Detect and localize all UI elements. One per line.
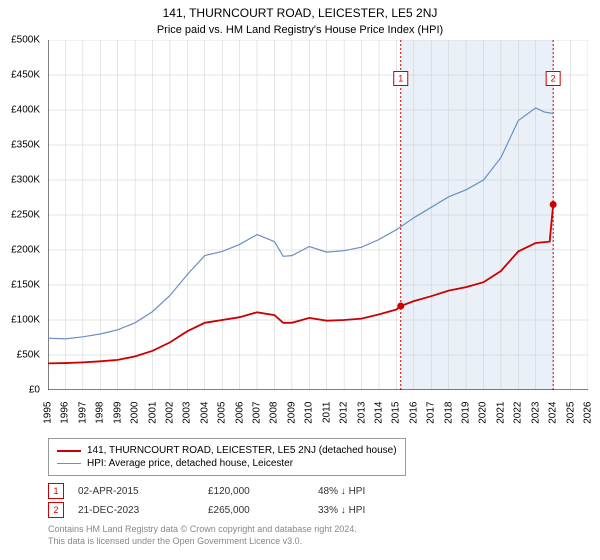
y-tick-label: £150K — [11, 280, 40, 291]
svg-text:1: 1 — [398, 74, 403, 84]
legend: 141, THURNCOURT ROAD, LEICESTER, LE5 2NJ… — [48, 438, 406, 476]
x-tick-label: 2011 — [321, 402, 332, 424]
x-tick-label: 2026 — [583, 402, 594, 424]
x-tick-label: 2000 — [130, 402, 141, 424]
sale-price: £265,000 — [208, 505, 318, 516]
footer-line-2: This data is licensed under the Open Gov… — [48, 536, 357, 548]
x-tick-label: 1999 — [112, 402, 123, 424]
legend-label: 141, THURNCOURT ROAD, LEICESTER, LE5 2NJ… — [87, 445, 397, 456]
legend-label: HPI: Average price, detached house, Leic… — [87, 458, 293, 469]
sale-date: 02-APR-2015 — [78, 486, 208, 497]
x-tick-label: 2017 — [426, 402, 437, 424]
x-tick-label: 2010 — [304, 402, 315, 424]
x-axis: 1995199619971998199920002001200220032004… — [48, 392, 588, 432]
sale-vs-hpi: 48% ↓ HPI — [318, 486, 408, 497]
y-tick-label: £500K — [11, 35, 40, 46]
chart-container: 141, THURNCOURT ROAD, LEICESTER, LE5 2NJ… — [0, 0, 600, 560]
x-tick-label: 2003 — [182, 402, 193, 424]
x-tick-label: 2023 — [530, 402, 541, 424]
x-tick-label: 2013 — [356, 402, 367, 424]
x-tick-label: 2014 — [373, 402, 384, 424]
sale-row: 2 21-DEC-2023£265,00033% ↓ HPI — [48, 502, 408, 518]
x-tick-label: 2016 — [408, 402, 419, 424]
x-tick-label: 2002 — [164, 402, 175, 424]
x-tick-label: 1996 — [60, 402, 71, 424]
x-tick-label: 2012 — [339, 402, 350, 424]
x-tick-label: 2005 — [217, 402, 228, 424]
footer-line-1: Contains HM Land Registry data © Crown c… — [48, 524, 357, 536]
x-tick-label: 2004 — [199, 402, 210, 424]
chart-title: 141, THURNCOURT ROAD, LEICESTER, LE5 2NJ — [0, 0, 600, 20]
y-tick-label: £300K — [11, 175, 40, 186]
footer: Contains HM Land Registry data © Crown c… — [48, 524, 357, 547]
y-tick-label: £50K — [17, 350, 40, 361]
x-tick-label: 2022 — [513, 402, 524, 424]
x-tick-label: 2009 — [286, 402, 297, 424]
x-tick-label: 2008 — [269, 402, 280, 424]
y-tick-label: £400K — [11, 105, 40, 116]
x-tick-label: 1997 — [77, 402, 88, 424]
x-tick-label: 1998 — [95, 402, 106, 424]
y-tick-label: £200K — [11, 245, 40, 256]
x-tick-label: 2018 — [443, 402, 454, 424]
x-tick-label: 2020 — [478, 402, 489, 424]
chart-area: £0£50K£100K£150K£200K£250K£300K£350K£400… — [48, 40, 588, 390]
x-tick-label: 2019 — [461, 402, 472, 424]
x-tick-label: 2015 — [391, 402, 402, 424]
sale-row: 1 02-APR-2015£120,00048% ↓ HPI — [48, 483, 408, 499]
y-tick-label: £100K — [11, 315, 40, 326]
x-tick-label: 1995 — [43, 402, 54, 424]
x-tick-label: 2021 — [495, 402, 506, 424]
sale-date: 21-DEC-2023 — [78, 505, 208, 516]
sale-vs-hpi: 33% ↓ HPI — [318, 505, 408, 516]
legend-swatch — [57, 450, 81, 452]
sales-table: 1 02-APR-2015£120,00048% ↓ HPI 2 21-DEC-202… — [48, 480, 408, 521]
sale-marker: 1 — [48, 483, 64, 499]
x-tick-label: 2001 — [147, 402, 158, 424]
legend-item: HPI: Average price, detached house, Leic… — [57, 458, 397, 469]
legend-swatch — [57, 463, 81, 464]
y-tick-label: £250K — [11, 210, 40, 221]
x-tick-label: 2025 — [565, 402, 576, 424]
chart-subtitle: Price paid vs. HM Land Registry's House … — [0, 20, 600, 40]
x-tick-label: 2006 — [234, 402, 245, 424]
legend-item: 141, THURNCOURT ROAD, LEICESTER, LE5 2NJ… — [57, 445, 397, 456]
svg-text:2: 2 — [551, 74, 556, 84]
sale-price: £120,000 — [208, 486, 318, 497]
x-tick-label: 2007 — [252, 402, 263, 424]
sale-marker: 2 — [48, 502, 64, 518]
y-tick-label: £450K — [11, 70, 40, 81]
y-tick-label: £0 — [29, 385, 40, 396]
chart-plot: 12 — [48, 40, 588, 390]
y-tick-label: £350K — [11, 140, 40, 151]
y-axis: £0£50K£100K£150K£200K£250K£300K£350K£400… — [0, 40, 44, 390]
x-tick-label: 2024 — [548, 402, 559, 424]
